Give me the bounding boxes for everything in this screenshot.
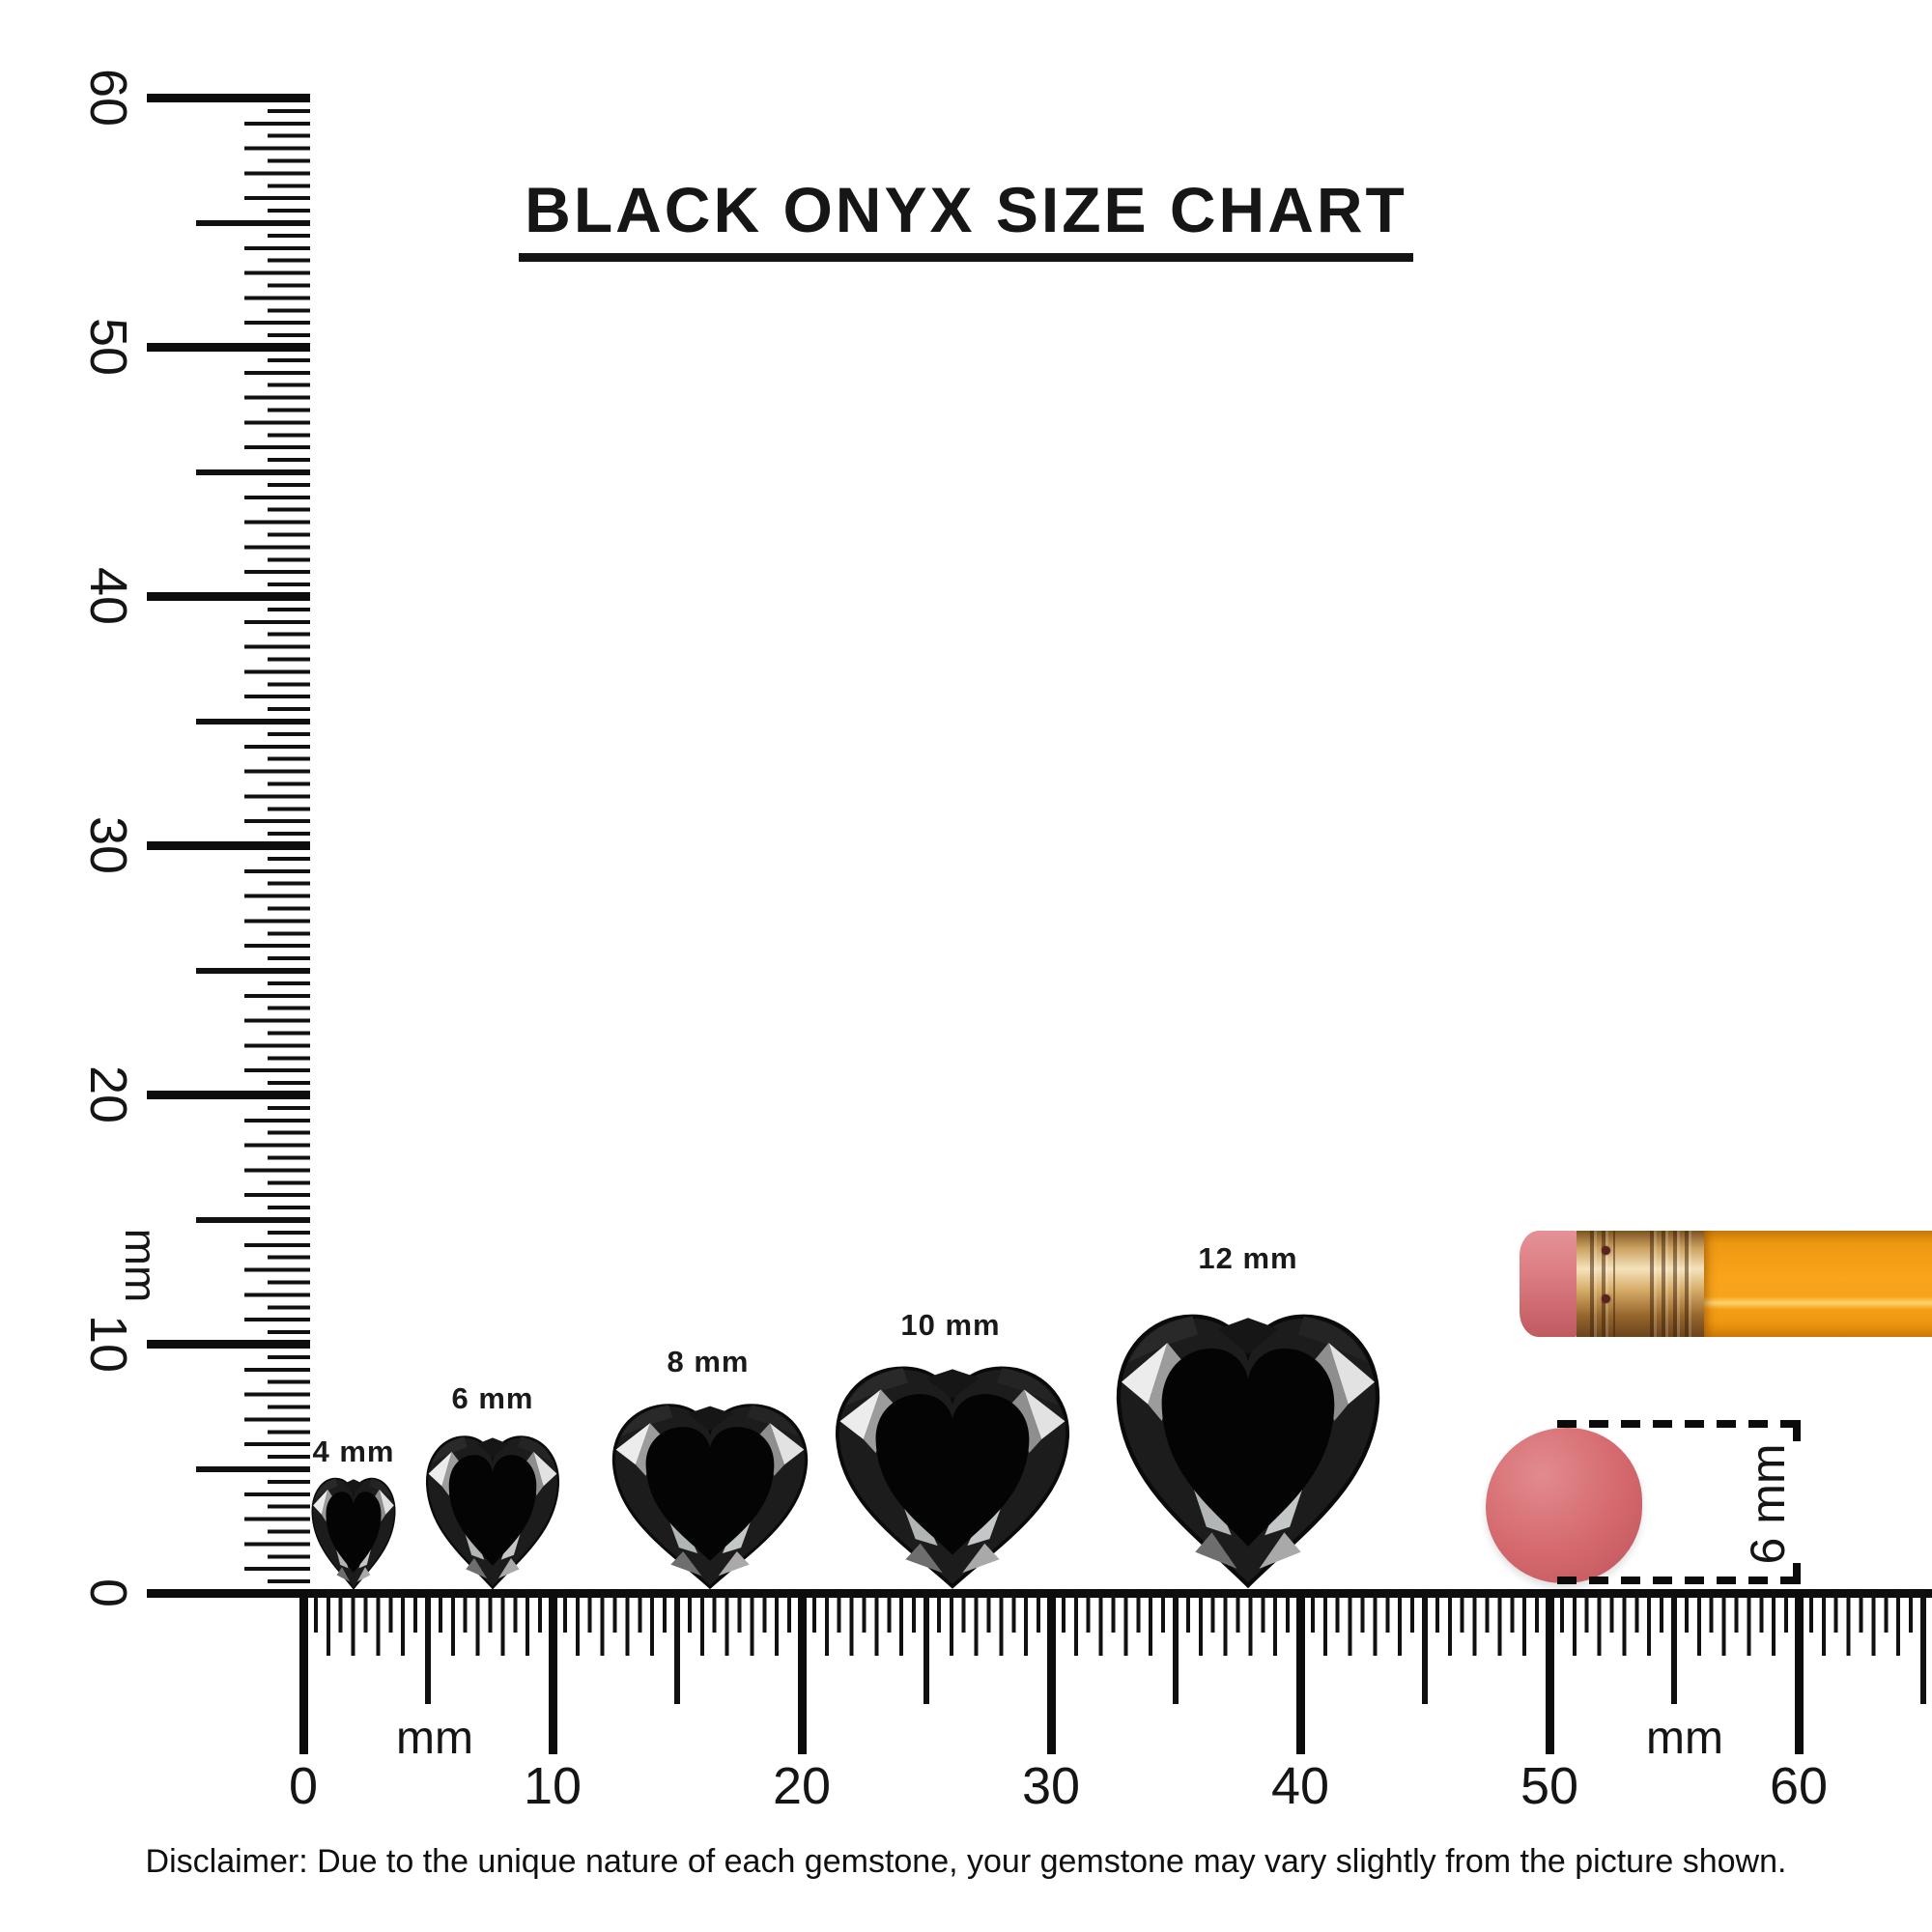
ruler-left-label-20: 20 [79, 1065, 137, 1124]
ferrule-rivet-top [1602, 1246, 1610, 1255]
gem-heart-10mm [835, 1366, 1070, 1589]
ruler-left-10mm-ticks [147, 94, 310, 1598]
gem-label-6mm: 6 mm [451, 1381, 534, 1415]
measure-stub-top [1793, 1420, 1801, 1441]
pencil-shaft [1704, 1231, 1932, 1337]
ruler-left-label-50: 50 [79, 317, 137, 377]
ferrule-crimp-rings-right [1650, 1231, 1692, 1337]
ruler-bottom-label-30: 30 [1021, 1757, 1081, 1815]
ruler-bottom-10mm-ticks [298, 1590, 1930, 1754]
gem-heart-6mm [425, 1435, 560, 1589]
ruler-left-unit-label: mm [116, 1228, 166, 1303]
ruler-bottom-label-40: 40 [1270, 1757, 1330, 1815]
gem-label-4mm: 4 mm [312, 1435, 395, 1468]
gem-heart-8mm [611, 1404, 809, 1589]
measure-stub-bottom [1793, 1563, 1801, 1584]
ruler-left-label-0: 0 [79, 1577, 137, 1608]
gem-label-10mm: 10 mm [900, 1308, 1001, 1342]
pencil-ferrule [1577, 1231, 1705, 1337]
measure-dash-bottom [1557, 1577, 1801, 1584]
gem-heart-12mm [1109, 1298, 1387, 1591]
pencil [1520, 1231, 1932, 1337]
ruler-left-label-40: 40 [79, 566, 137, 626]
measure-dash-top [1557, 1420, 1801, 1428]
page-title-wrap: BLACK ONYX SIZE CHART [0, 178, 1932, 262]
ruler-bottom-ticks [298, 1590, 1932, 1756]
ruler-left-ticks [146, 93, 310, 1602]
pencil-eraser [1520, 1231, 1579, 1337]
ruler-bottom-label-20: 20 [772, 1757, 832, 1815]
ruler-bottom-label-60: 60 [1769, 1757, 1829, 1815]
gem-heart-4mm [311, 1477, 396, 1590]
gem-label-12mm: 12 mm [1198, 1241, 1298, 1275]
disc-measure-label: 6 mm [1741, 1443, 1795, 1565]
ferrule-rivet-bottom [1602, 1294, 1610, 1303]
page-title: BLACK ONYX SIZE CHART [519, 178, 1413, 262]
disclaimer-text: Disclaimer: Due to the unique nature of … [145, 1843, 1787, 1880]
ruler-bottom-label-50: 50 [1520, 1757, 1579, 1815]
ruler-left-label-60: 60 [79, 68, 137, 128]
ruler-bottom-unit-label-left: mm [396, 1713, 473, 1764]
ruler-bottom-label-10: 10 [523, 1757, 582, 1815]
gem-label-8mm: 8 mm [667, 1345, 750, 1378]
ruler-left-label-30: 30 [79, 815, 137, 875]
ruler-bottom-unit-label-right: mm [1646, 1713, 1723, 1764]
ruler-bottom-label-0: 0 [288, 1757, 319, 1815]
coral-disc [1486, 1428, 1642, 1583]
